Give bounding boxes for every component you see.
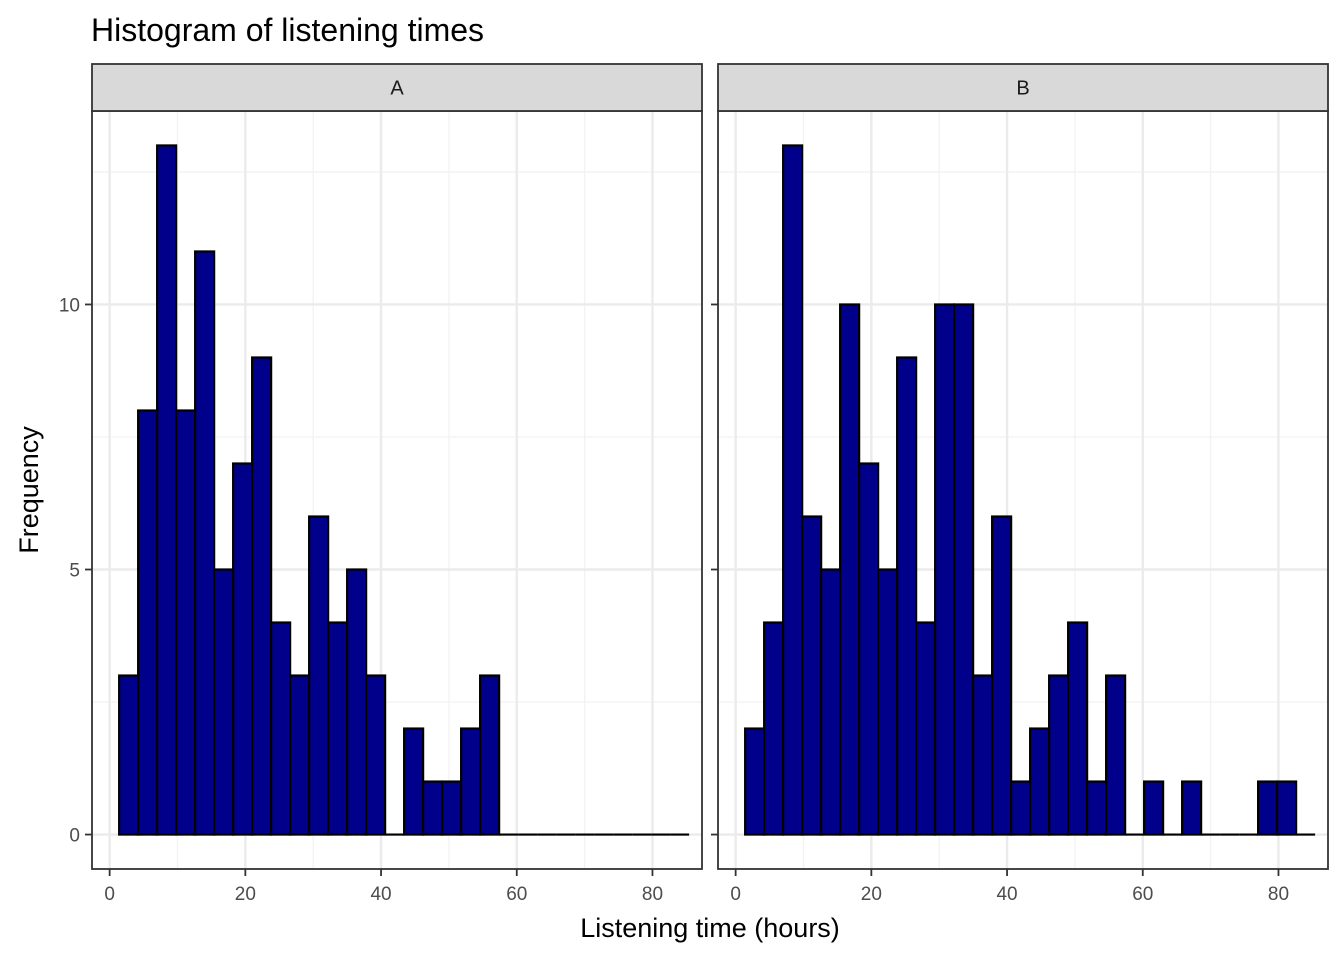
histogram-bar <box>915 621 937 836</box>
x-tick-label: 80 <box>1268 884 1289 905</box>
histogram-bar <box>327 621 349 836</box>
histogram-bar <box>175 409 197 836</box>
y-tick-label: 0 <box>69 826 80 847</box>
chart-title: Histogram of listening times <box>91 12 484 48</box>
histogram-bar <box>289 674 311 836</box>
facet-panels: A 0 20 40 60 80 0 5 10 B 0 20 40 60 80 <box>59 63 1329 905</box>
histogram-bar <box>972 674 994 836</box>
histogram-bar <box>441 780 463 836</box>
histogram-bar <box>839 303 861 836</box>
y-tick-label: 10 <box>59 295 80 316</box>
histogram-bar <box>801 515 823 836</box>
x-tick-label: 20 <box>861 884 882 905</box>
x-tick-label: 0 <box>104 884 115 905</box>
histogram-bar <box>137 409 159 836</box>
x-tick-label: 60 <box>1132 884 1153 905</box>
x-tick-label: 0 <box>730 884 741 905</box>
histogram-bar <box>460 727 482 836</box>
histogram-bar <box>156 144 178 836</box>
x-tick-label: 40 <box>996 884 1017 905</box>
histogram-bar <box>1276 780 1298 836</box>
y-tick-label: 5 <box>69 561 80 582</box>
y-axis-title: Frequency <box>14 426 44 554</box>
histogram-bar <box>1048 674 1070 836</box>
histogram-bar <box>1105 674 1127 836</box>
histogram-bar <box>118 674 140 836</box>
histogram-bar <box>479 674 501 836</box>
histogram-bar <box>1010 780 1032 836</box>
x-axis-title: Listening time (hours) <box>580 913 840 943</box>
facet-strip <box>91 63 703 112</box>
histogram-bar <box>934 303 956 836</box>
histogram-bar <box>991 515 1013 836</box>
facet-strip-label: B <box>1016 78 1029 100</box>
histogram-bar <box>820 568 842 836</box>
histogram-bar <box>251 356 273 836</box>
histogram-bar <box>782 144 804 836</box>
x-tick-label: 20 <box>235 884 256 905</box>
x-tick-label: 80 <box>642 884 663 905</box>
histogram-bar <box>744 727 766 836</box>
histogram-bar <box>232 462 254 836</box>
facet-strip <box>717 63 1329 112</box>
histogram-bar <box>403 727 425 836</box>
histogram-bar <box>763 621 785 836</box>
histogram-bar <box>896 356 918 836</box>
histogram-bar <box>1086 780 1108 836</box>
histogram-bar <box>1029 727 1051 836</box>
histogram-bar <box>953 303 975 836</box>
histogram-bar <box>877 568 899 836</box>
histogram-bar <box>422 780 444 836</box>
histogram-bar <box>194 250 216 836</box>
histogram-bar <box>213 568 235 836</box>
histogram-bar <box>1067 621 1089 836</box>
histogram-bar <box>365 674 387 836</box>
histogram-bar <box>1181 780 1203 836</box>
x-tick-label: 60 <box>506 884 527 905</box>
panel-A: A 0 20 40 60 80 0 5 10 <box>59 63 703 905</box>
facet-strip-label: A <box>390 78 404 100</box>
x-tick-label: 40 <box>370 884 391 905</box>
histogram-bar <box>1257 780 1279 836</box>
panel-B: B 0 20 40 60 80 <box>711 63 1329 905</box>
histogram-bar <box>270 621 292 836</box>
histogram-bar <box>858 462 880 836</box>
histogram-bar <box>1143 780 1165 836</box>
histogram-bar <box>308 515 330 836</box>
histogram-bar <box>346 568 368 836</box>
